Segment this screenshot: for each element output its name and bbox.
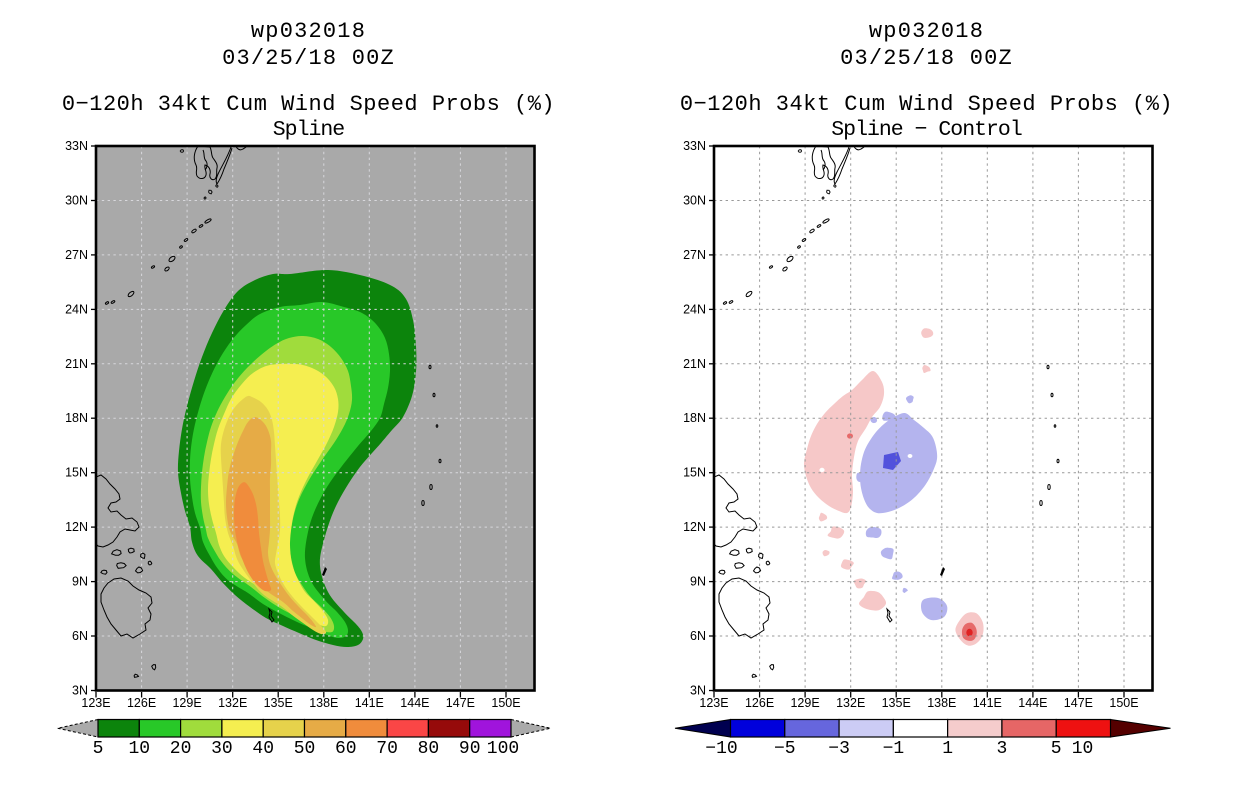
svg-text:9N: 9N (72, 575, 88, 589)
svg-text:0−120h 34kt Cum Wind Speed Pro: 0−120h 34kt Cum Wind Speed Probs (%) (680, 92, 1173, 117)
svg-text:27N: 27N (683, 248, 706, 262)
svg-text:18N: 18N (65, 411, 88, 425)
svg-text:60: 60 (335, 739, 357, 759)
svg-text:90: 90 (459, 739, 481, 759)
svg-text:3: 3 (996, 739, 1007, 759)
svg-text:100: 100 (487, 739, 519, 759)
svg-text:−5: −5 (774, 739, 796, 759)
svg-text:Spline − Control: Spline − Control (831, 118, 1022, 142)
svg-text:10: 10 (128, 739, 150, 759)
svg-text:141E: 141E (355, 696, 384, 710)
svg-text:18N: 18N (683, 411, 706, 425)
svg-text:6N: 6N (72, 629, 88, 643)
svg-text:9N: 9N (690, 575, 706, 589)
svg-text:20: 20 (170, 739, 192, 759)
svg-text:33N: 33N (683, 139, 706, 153)
svg-text:21N: 21N (683, 357, 706, 371)
svg-text:132E: 132E (218, 696, 247, 710)
svg-text:123E: 123E (699, 696, 728, 710)
svg-text:129E: 129E (790, 696, 819, 710)
svg-text:5: 5 (93, 739, 104, 759)
svg-text:150E: 150E (491, 696, 520, 710)
svg-text:03/25/18 00Z: 03/25/18 00Z (840, 46, 1013, 71)
svg-text:24N: 24N (65, 302, 88, 316)
svg-text:15N: 15N (683, 466, 706, 480)
svg-text:wp032018: wp032018 (251, 19, 366, 44)
svg-text:12N: 12N (683, 520, 706, 534)
svg-text:129E: 129E (172, 696, 201, 710)
svg-text:12N: 12N (65, 520, 88, 534)
svg-text:21N: 21N (65, 357, 88, 371)
svg-text:3N: 3N (690, 684, 706, 698)
svg-text:5: 5 (1051, 739, 1062, 759)
svg-text:123E: 123E (81, 696, 110, 710)
svg-text:wp032018: wp032018 (869, 19, 984, 44)
svg-text:24N: 24N (683, 302, 706, 316)
svg-text:6N: 6N (690, 629, 706, 643)
svg-text:30: 30 (211, 739, 233, 759)
svg-text:1: 1 (942, 739, 953, 759)
svg-text:3N: 3N (72, 684, 88, 698)
svg-text:−1: −1 (883, 739, 905, 759)
svg-text:80: 80 (418, 739, 440, 759)
svg-text:135E: 135E (882, 696, 911, 710)
svg-text:15N: 15N (65, 466, 88, 480)
svg-text:126E: 126E (127, 696, 156, 710)
svg-text:150E: 150E (1109, 696, 1138, 710)
svg-text:144E: 144E (400, 696, 429, 710)
svg-text:144E: 144E (1018, 696, 1047, 710)
svg-text:Spline: Spline (273, 118, 345, 142)
svg-text:138E: 138E (927, 696, 956, 710)
svg-text:147E: 147E (1064, 696, 1093, 710)
svg-text:10: 10 (1072, 739, 1094, 759)
svg-text:40: 40 (252, 739, 274, 759)
svg-text:−3: −3 (828, 739, 850, 759)
svg-text:−10: −10 (705, 739, 737, 759)
svg-text:30N: 30N (683, 194, 706, 208)
svg-text:50: 50 (294, 739, 316, 759)
svg-text:70: 70 (376, 739, 398, 759)
svg-text:30N: 30N (65, 194, 88, 208)
svg-text:147E: 147E (446, 696, 475, 710)
svg-text:141E: 141E (973, 696, 1002, 710)
svg-text:27N: 27N (65, 248, 88, 262)
svg-text:138E: 138E (309, 696, 338, 710)
svg-text:132E: 132E (836, 696, 865, 710)
svg-text:126E: 126E (745, 696, 774, 710)
svg-text:0−120h 34kt Cum Wind Speed Pro: 0−120h 34kt Cum Wind Speed Probs (%) (62, 92, 555, 117)
svg-text:03/25/18 00Z: 03/25/18 00Z (222, 46, 395, 71)
svg-text:135E: 135E (264, 696, 293, 710)
svg-text:33N: 33N (65, 139, 88, 153)
